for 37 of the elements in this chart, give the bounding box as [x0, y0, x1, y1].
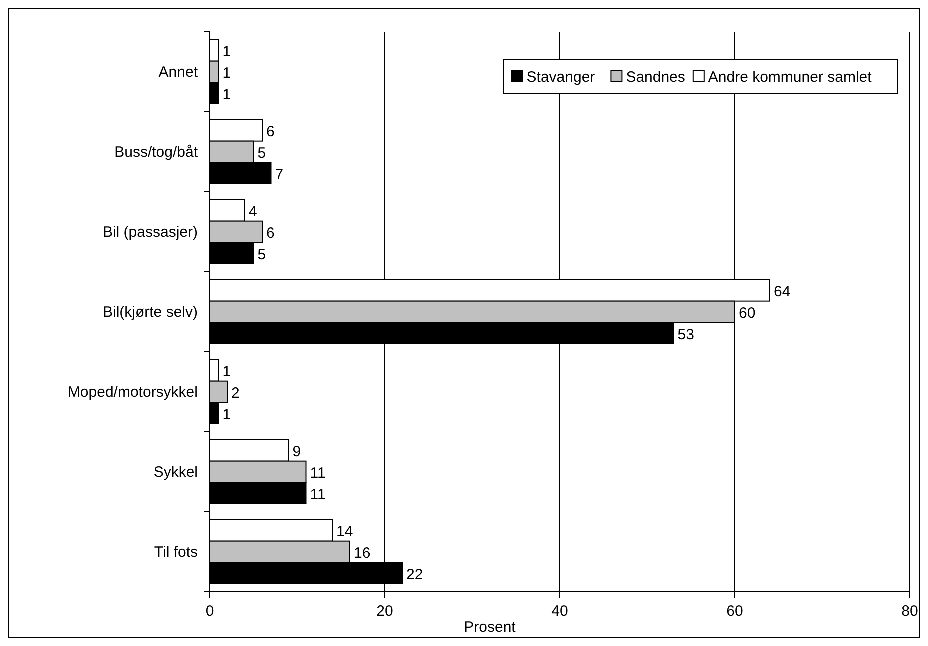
data-label: 2	[232, 385, 240, 402]
data-label: 1	[222, 44, 232, 61]
data-label: 5	[258, 246, 266, 264]
legend-label: Sandnes	[626, 69, 686, 86]
data-label: 64	[774, 284, 791, 301]
data-label: 11	[310, 465, 326, 482]
data-label: 6	[266, 124, 275, 141]
y-tick-label: Annet	[158, 64, 199, 81]
x-tick-label: 60	[726, 603, 744, 620]
data-label: 22	[406, 566, 424, 584]
data-label: 53	[678, 326, 694, 344]
data-label: 7	[275, 166, 284, 184]
data-label: 9	[292, 444, 302, 461]
y-tick-label: Bil(kjørte selv)	[102, 304, 198, 321]
x-axis-title: Prosent	[464, 619, 517, 636]
data-label: 1	[222, 406, 232, 424]
x-tick-label: 80	[902, 603, 918, 620]
legend-label: Stavanger	[526, 69, 596, 86]
data-label: 6	[266, 225, 275, 242]
data-label: 5	[258, 145, 266, 162]
data-label: 1	[222, 86, 232, 104]
y-tick-label: Moped/motorsykkel	[68, 384, 198, 401]
data-label: 4	[249, 204, 258, 221]
data-label: 60	[739, 305, 756, 322]
data-label: 14	[336, 524, 354, 541]
x-tick-label: 0	[206, 603, 214, 620]
y-tick-label: Til fots	[154, 544, 198, 561]
y-tick-label: Sykkel	[154, 464, 198, 481]
y-tick-label: Buss/tog/båt	[114, 144, 199, 161]
data-label: 1	[222, 364, 232, 381]
y-tick-label: Bil (passasjer)	[102, 224, 198, 241]
legend-label: Andre kommuner samlet	[708, 69, 873, 86]
data-label: 1	[222, 65, 232, 82]
x-tick-label: 20	[376, 603, 394, 620]
data-label: 11	[310, 486, 326, 504]
data-label: 16	[354, 545, 371, 562]
x-tick-label: 40	[552, 603, 568, 620]
